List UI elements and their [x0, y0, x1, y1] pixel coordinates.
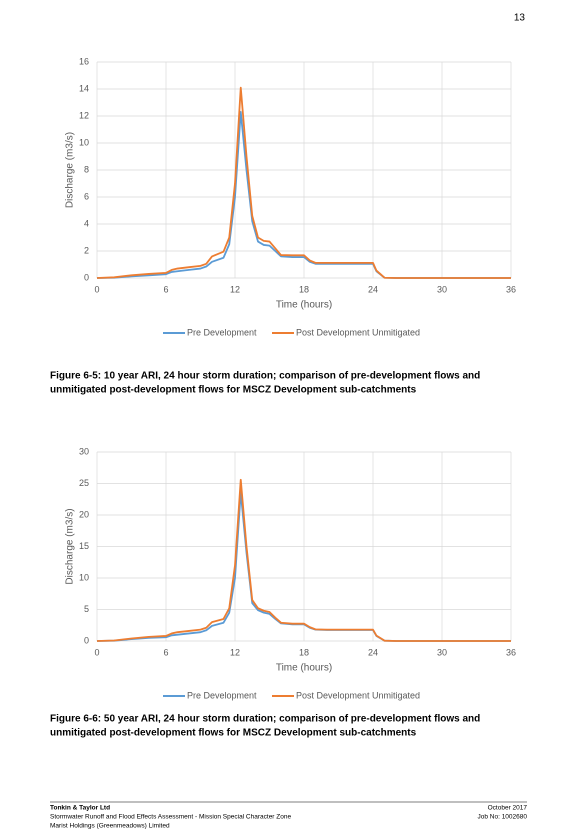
x-axis-title: Time (hours): [276, 663, 332, 674]
y-tick-label: 6: [84, 191, 89, 201]
y-tick-label: 12: [79, 110, 89, 120]
legend-label: Post Development Unmitigated: [296, 327, 420, 337]
footer-company: Tonkin & Taylor Ltd: [50, 805, 110, 812]
x-tick-label: 36: [506, 284, 516, 294]
legend-label: Post Development Unmitigated: [296, 690, 420, 700]
x-axis-title: Time (hours): [276, 300, 332, 311]
x-tick-label: 12: [230, 647, 240, 657]
y-tick-label: 20: [79, 509, 89, 519]
x-tick-label: 0: [94, 647, 99, 657]
y-tick-label: 10: [79, 572, 89, 582]
footer-job: Job No: 1002680: [477, 814, 527, 821]
y-tick-label: 8: [84, 164, 89, 174]
y-tick-label: 5: [84, 604, 89, 614]
y-tick-label: 16: [79, 56, 89, 66]
series-line: [96, 86, 511, 279]
y-tick-label: 0: [84, 272, 89, 282]
y-tick-label: 2: [84, 245, 89, 255]
y-axis-title: Discharge (m3/s): [65, 508, 76, 584]
footer-client: Marist Holdings (Greenmeadows) Limited: [50, 823, 170, 830]
page-number: 13: [514, 13, 526, 24]
x-tick-label: 6: [163, 647, 168, 657]
x-tick-label: 24: [368, 284, 378, 294]
figure-caption: Figure 6-5: 10 year ARI, 24 hour storm d…: [50, 371, 480, 382]
y-tick-label: 25: [79, 478, 89, 488]
figure-caption: Figure 6-6: 50 year ARI, 24 hour storm d…: [50, 714, 480, 725]
x-tick-label: 12: [230, 284, 240, 294]
x-tick-label: 24: [368, 647, 378, 657]
y-tick-label: 10: [79, 137, 89, 147]
x-tick-label: 6: [163, 284, 168, 294]
x-tick-label: 18: [299, 647, 309, 657]
figure-caption: unmitigated post-development flows for M…: [50, 385, 417, 396]
y-tick-label: 0: [84, 635, 89, 645]
legend-label: Pre Development: [187, 690, 257, 700]
x-tick-label: 18: [299, 284, 309, 294]
x-tick-label: 36: [506, 647, 516, 657]
x-tick-label: 30: [437, 647, 447, 657]
footer-date: October 2017: [488, 805, 528, 812]
series-line: [96, 478, 511, 642]
x-tick-label: 30: [437, 284, 447, 294]
figure-caption: unmitigated post-development flows for M…: [50, 728, 417, 739]
legend-label: Pre Development: [187, 327, 257, 337]
y-tick-label: 30: [79, 446, 89, 456]
footer-report: Stormwater Runoff and Flood Effects Asse…: [50, 814, 291, 821]
x-tick-label: 0: [94, 284, 99, 294]
y-axis-title: Discharge (m3/s): [65, 132, 76, 208]
y-tick-label: 4: [84, 218, 89, 228]
y-tick-label: 15: [79, 541, 89, 551]
y-tick-label: 14: [79, 83, 89, 93]
series-line: [96, 111, 511, 279]
